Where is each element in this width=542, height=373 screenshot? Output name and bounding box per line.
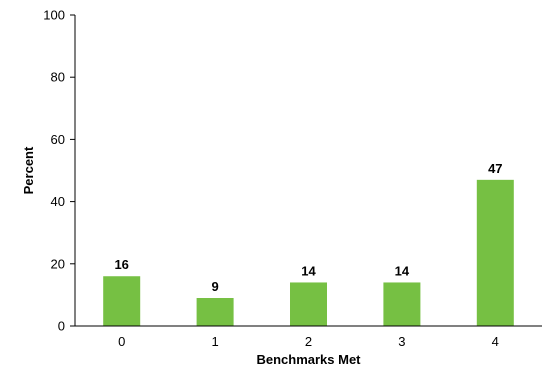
data-labels: 16 9 14 14 47 [114, 161, 502, 294]
y-tick-label: 100 [43, 8, 65, 23]
data-label: 16 [114, 257, 128, 272]
bar [383, 282, 421, 326]
x-tick-label: 2 [305, 334, 312, 349]
data-label: 14 [301, 263, 316, 278]
bar [196, 298, 234, 326]
x-tick-label: 4 [492, 334, 499, 349]
y-axis-title: Percent [21, 146, 36, 194]
data-label: 14 [395, 263, 410, 278]
x-tick-label: 1 [211, 334, 218, 349]
bar [476, 179, 514, 326]
x-axis-title: Benchmarks Met [256, 352, 361, 367]
bars [103, 179, 514, 326]
y-tick-label: 0 [58, 319, 65, 334]
bar [290, 282, 327, 326]
x-axis-ticks: 0 1 2 3 4 [118, 334, 499, 349]
y-tick-label: 20 [51, 256, 65, 271]
x-tick-label: 3 [398, 334, 405, 349]
y-tick-label: 60 [51, 132, 65, 147]
bar [103, 276, 141, 326]
y-axis-ticks: 0 20 40 60 80 100 [43, 8, 75, 334]
x-tick-label: 0 [118, 334, 125, 349]
data-label: 47 [488, 161, 502, 176]
data-label: 9 [211, 279, 218, 294]
y-tick-label: 80 [51, 70, 65, 85]
y-tick-label: 40 [51, 194, 65, 209]
